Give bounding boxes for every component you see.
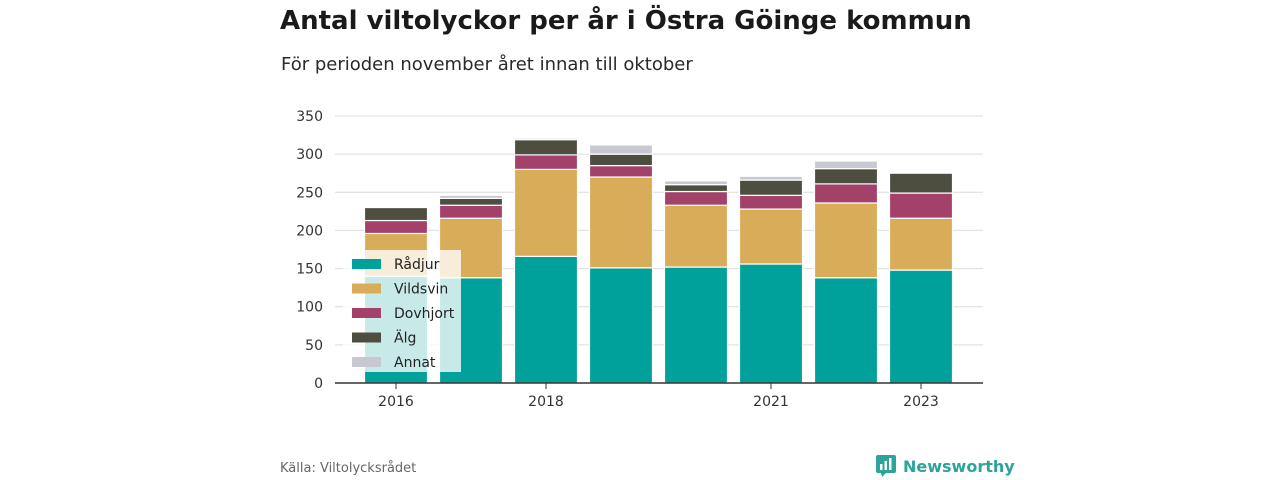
bar-segment-Annat[interactable] bbox=[513, 137, 579, 141]
bar-segment-Vildsvin[interactable] bbox=[513, 168, 579, 257]
bar-segment-Älg[interactable] bbox=[588, 153, 654, 167]
legend-swatch bbox=[352, 332, 381, 343]
x-tick-label: 2018 bbox=[528, 394, 564, 410]
y-tick-label: 50 bbox=[305, 338, 323, 354]
bar-segment-Älg[interactable] bbox=[663, 184, 729, 193]
bar-segment-Rådjur[interactable] bbox=[663, 266, 729, 384]
bar-group-2021 bbox=[738, 175, 804, 384]
bar-group-2018 bbox=[513, 137, 579, 384]
newsworthy-logo-icon bbox=[876, 455, 896, 477]
newsworthy-logo[interactable]: Newsworthy bbox=[875, 453, 1015, 479]
bar-segment-Annat[interactable] bbox=[663, 180, 729, 186]
bar-segment-Annat[interactable] bbox=[588, 144, 654, 155]
y-tick-label: 0 bbox=[314, 376, 323, 392]
bar-segment-Annat[interactable] bbox=[738, 175, 804, 181]
legend: Rådjur Vildsvin Dovhjort Älg Annat bbox=[343, 250, 461, 372]
bar-segment-Dovhjort[interactable] bbox=[663, 190, 729, 206]
x-tick-label: 2016 bbox=[378, 394, 414, 410]
bar-segment-Dovhjort[interactable] bbox=[588, 164, 654, 178]
legend-item-Älg[interactable]: Älg bbox=[352, 329, 416, 347]
bar-group-2019 bbox=[588, 144, 654, 384]
x-tick-label: 2023 bbox=[903, 394, 939, 410]
x-tick-label: 2021 bbox=[753, 394, 789, 410]
legend-item-Dovhjort[interactable]: Dovhjort bbox=[352, 306, 455, 322]
bar-segment-Dovhjort[interactable] bbox=[738, 194, 804, 210]
source-note: Källa: Viltolycksrådet bbox=[280, 461, 417, 476]
legend-swatch bbox=[352, 308, 381, 318]
y-tick-label: 250 bbox=[296, 185, 323, 201]
legend-label: Rådjur bbox=[394, 256, 440, 273]
bar-segment-Vildsvin[interactable] bbox=[888, 217, 954, 271]
chart-title: Antal viltolyckor per år i Östra Göinge … bbox=[280, 6, 972, 36]
bar-group-2023 bbox=[888, 172, 954, 384]
y-tick-label: 200 bbox=[296, 223, 323, 239]
bar-segment-Älg[interactable] bbox=[888, 172, 954, 194]
bar-segment-Vildsvin[interactable] bbox=[738, 208, 804, 265]
chart-subtitle: För perioden november året innan till ok… bbox=[281, 54, 693, 75]
y-tick-label: 150 bbox=[296, 262, 323, 278]
legend-swatch bbox=[352, 357, 381, 367]
bar-group-2020 bbox=[663, 180, 729, 384]
bar-segment-Dovhjort[interactable] bbox=[438, 204, 504, 219]
legend-label: Annat bbox=[394, 355, 436, 371]
bar-segment-Rådjur[interactable] bbox=[888, 269, 954, 384]
legend-item-Annat[interactable]: Annat bbox=[352, 355, 436, 371]
bar-segment-Rådjur[interactable] bbox=[513, 255, 579, 384]
y-tick-label: 350 bbox=[296, 109, 323, 125]
legend-item-Rådjur[interactable]: Rådjur bbox=[352, 256, 440, 273]
y-tick-label: 100 bbox=[296, 300, 323, 316]
legend-label: Älg bbox=[394, 329, 416, 347]
bar-segment-Älg[interactable] bbox=[513, 139, 579, 156]
bar-segment-Annat[interactable] bbox=[813, 160, 879, 170]
bar-segment-Rådjur[interactable] bbox=[588, 267, 654, 384]
bar-group-2022 bbox=[813, 160, 879, 384]
bar-segment-Älg[interactable] bbox=[738, 179, 804, 196]
legend-label: Vildsvin bbox=[394, 282, 448, 298]
bar-segment-Dovhjort[interactable] bbox=[813, 183, 879, 204]
bar-segment-Älg[interactable] bbox=[813, 168, 879, 185]
y-axis-ticks: 0 50 100 150 200 250 300 350 bbox=[296, 109, 323, 392]
brand-name: Newsworthy bbox=[903, 456, 1015, 476]
bar-segment-Vildsvin[interactable] bbox=[813, 202, 879, 279]
bar-segment-Vildsvin[interactable] bbox=[588, 176, 654, 269]
bar-segment-Vildsvin[interactable] bbox=[663, 204, 729, 268]
bar-segment-Annat[interactable] bbox=[438, 194, 504, 199]
bar-segment-Rådjur[interactable] bbox=[813, 277, 879, 384]
legend-swatch bbox=[352, 259, 381, 269]
legend-label: Dovhjort bbox=[394, 306, 455, 322]
x-axis: 2016 2018 2021 2023 bbox=[335, 382, 983, 410]
bar-segment-Dovhjort[interactable] bbox=[363, 219, 429, 235]
bar-segment-Rådjur[interactable] bbox=[738, 263, 804, 384]
bar-segment-Dovhjort[interactable] bbox=[888, 192, 954, 219]
y-tick-label: 300 bbox=[296, 147, 323, 163]
bar-segment-Älg[interactable] bbox=[438, 197, 504, 206]
legend-swatch bbox=[352, 283, 381, 294]
legend-item-Vildsvin[interactable]: Vildsvin bbox=[352, 282, 448, 298]
bar-segment-Dovhjort[interactable] bbox=[513, 154, 579, 171]
bar-segment-Älg[interactable] bbox=[363, 206, 429, 222]
